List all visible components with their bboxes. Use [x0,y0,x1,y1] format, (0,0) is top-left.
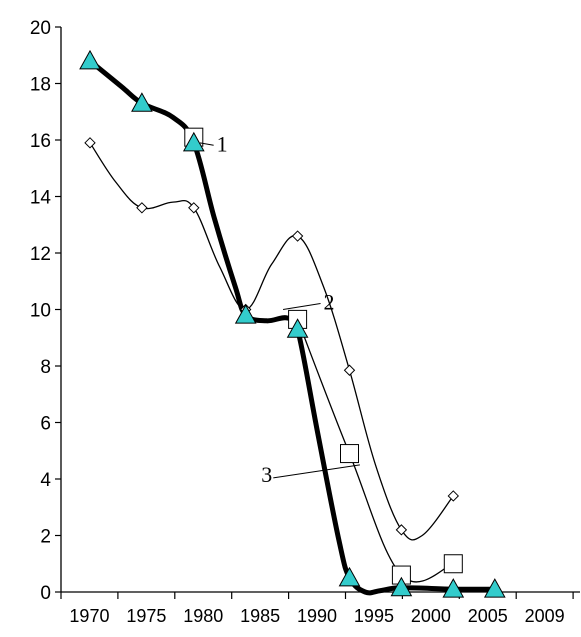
series-1-point [234,304,257,324]
series-2-point [84,137,96,149]
series-markers [79,49,506,598]
annotation-leader-1 [199,142,214,146]
annotation-leader-2 [282,303,321,310]
series-3-point [443,554,463,574]
y-tick-label: 16 [30,131,51,152]
y-tick-label: 20 [30,18,51,39]
x-tick-label: 2000 [411,606,451,626]
series-3-line [296,318,454,583]
y-tick-label: 18 [30,75,51,96]
x-tick-label: 1980 [183,606,223,626]
series-1-point [338,566,361,587]
y-tick-label: 12 [30,244,51,265]
annotation-leader-3 [273,464,360,479]
annotation-label-2: 2 [324,290,335,315]
series-2-line [89,142,454,541]
series-2-point [447,490,460,502]
series-1-point [131,92,153,112]
y-tick-label: 14 [30,188,52,209]
y-tick-label: 6 [40,414,51,435]
series-1-point [286,318,309,338]
x-axis-ticks: 1970 1975 1980 1985 1990 1995 2000 2005 2009 [60,592,574,626]
series-2-point [291,230,304,242]
series-2-point [188,202,200,214]
y-tick-label: 0 [40,583,51,604]
x-tick-label: 2009 [525,606,565,626]
series-1-point [79,49,101,70]
annotations: 1 2 3 [199,131,360,487]
y-tick-label: 4 [40,470,51,491]
y-tick-label: 8 [40,357,51,378]
x-tick-label: 1990 [297,606,337,626]
x-tick-label: 2005 [468,606,508,626]
y-tick-label: 10 [30,301,51,322]
y-tick-label: 2 [40,527,51,548]
series-2-point [395,524,408,536]
series-2-point [343,364,356,376]
series-1-point [442,578,465,598]
series-1-point [390,576,413,597]
x-tick-label: 1970 [69,606,109,626]
x-tick-label: 1995 [354,606,394,626]
series-1-point [483,578,506,598]
annotation-label-1: 1 [217,131,228,156]
series-3-point [340,444,359,464]
series-2-point [136,202,148,214]
series-1-point [182,131,205,152]
y-axis-ticks: 0 2 4 6 8 10 12 14 16 18 20 [30,18,61,604]
annotation-label-3: 3 [261,462,272,487]
x-tick-label: 1975 [126,606,166,626]
x-tick-label: 1985 [240,606,280,626]
